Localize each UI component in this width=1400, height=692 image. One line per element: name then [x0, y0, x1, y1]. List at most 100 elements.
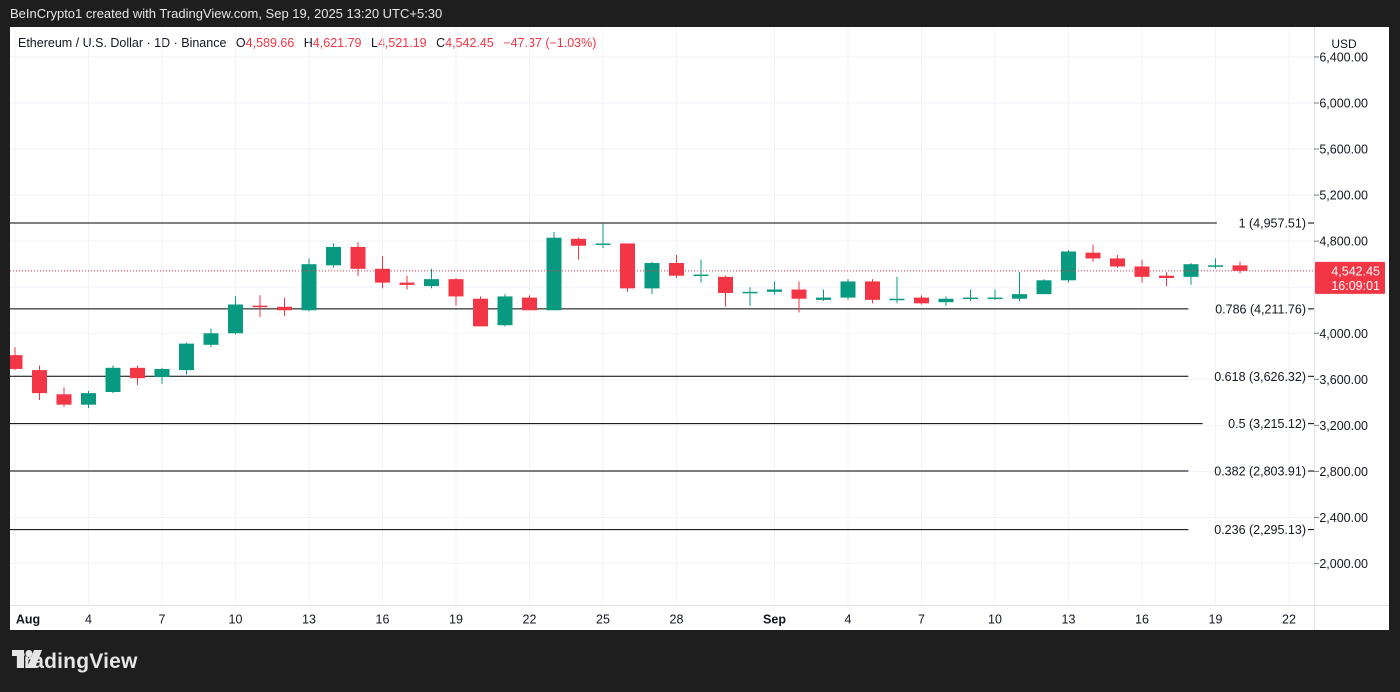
candle-body [693, 274, 709, 277]
candle-body [56, 394, 72, 405]
candle-body [277, 306, 292, 311]
candle-body [81, 393, 96, 405]
x-tick-label: 28 [670, 613, 684, 627]
change-value: −47.37 (−1.03%) [503, 36, 597, 50]
candle-body [1036, 280, 1052, 295]
fib-level-label: 0.236 (2,295.13) [1214, 523, 1306, 537]
low-label: L [370, 36, 378, 50]
fib-level-label: 1 (4,957.51) [1239, 217, 1306, 231]
candle-body [203, 333, 219, 345]
close-value: 4,542.45 [445, 36, 494, 50]
x-tick-label: 19 [1209, 613, 1223, 627]
candle-body [963, 297, 978, 300]
x-tick-label: 4 [85, 613, 92, 627]
candle-body [10, 355, 23, 369]
fib-level-label: 0.382 (2,803.91) [1214, 464, 1306, 478]
y-tick-label: 2,800.00 [1319, 465, 1368, 479]
x-tick-label: 10 [988, 613, 1002, 627]
last-price-value: 4,542.45 [1331, 264, 1380, 278]
candle-body [1232, 265, 1248, 271]
candle-body [1061, 251, 1076, 281]
candle-body [987, 297, 1003, 300]
candle-body [252, 305, 268, 308]
x-tick-label: 7 [159, 613, 166, 627]
x-tick-label: 22 [1282, 613, 1296, 627]
last-price-tag [1315, 261, 1385, 294]
y-tick-label: 3,600.00 [1319, 373, 1368, 387]
chart-attribution: BeInCrypto1 created with TradingView.com… [10, 6, 443, 21]
candle-body [375, 268, 390, 283]
candle-body [448, 279, 464, 297]
candle-body [840, 281, 856, 298]
open-value: 4,589.66 [245, 36, 295, 50]
x-tick-label: 10 [229, 613, 243, 627]
x-tick-label: 4 [845, 613, 852, 627]
candle-body [154, 368, 170, 378]
candle-body [571, 238, 586, 246]
candle-body [546, 237, 562, 311]
x-tick-label: 16 [376, 613, 390, 627]
open-label: O [235, 36, 246, 50]
candle-body [497, 296, 513, 326]
candle-body [326, 246, 341, 266]
brand-name: TradingView [12, 650, 138, 673]
candle-body [473, 298, 488, 327]
tradingview-logo: TradingView [12, 650, 138, 674]
chart-panel[interactable]: Ethereum / U.S. Dollar · 1D · Binance O4… [10, 27, 1389, 630]
candle-body [791, 289, 807, 299]
x-tick-label: Aug [16, 613, 40, 627]
candle-body [1012, 294, 1027, 299]
candle-body [718, 276, 733, 293]
candle-body [938, 298, 954, 303]
x-tick-label: 16 [1135, 613, 1149, 627]
fib-level-label: 0.618 (3,626.32) [1214, 370, 1306, 384]
candle-body [350, 246, 366, 269]
candle-body [1134, 266, 1150, 277]
y-tick-label: 6,400.00 [1319, 50, 1368, 64]
tradingview-logo-icon [12, 650, 42, 668]
candle-body [889, 298, 905, 301]
candle-body [620, 243, 635, 289]
y-tick-label: 4,000.00 [1319, 327, 1368, 341]
candle-body [424, 279, 439, 287]
symbol-legend: Ethereum / U.S. Dollar · 1D · Binance O4… [18, 36, 596, 50]
candle-body [301, 264, 317, 311]
y-tick-label: 5,600.00 [1319, 143, 1368, 157]
candle-body [1085, 252, 1101, 259]
fib-level-label: 0.5 (3,215.12) [1228, 417, 1306, 431]
close-label: C [436, 36, 446, 50]
y-tick-label: 4,800.00 [1319, 235, 1368, 249]
high-value: 4,621.79 [312, 36, 362, 50]
candle-body [399, 282, 415, 285]
candle-body [816, 297, 831, 300]
x-tick-label: 7 [918, 613, 925, 627]
fib-level-label: 0.786 (4,211.76) [1215, 302, 1306, 316]
candle-body [130, 367, 145, 379]
symbol-name: Ethereum / U.S. Dollar · 1D · Binance [18, 36, 227, 50]
candle-body [1159, 275, 1174, 279]
x-tick-label: 13 [302, 613, 316, 627]
candle-body [669, 263, 684, 276]
currency-selector[interactable]: USD [1331, 37, 1357, 51]
high-label: H [303, 36, 313, 50]
candle-body [32, 370, 47, 394]
y-tick-label: 2,400.00 [1319, 511, 1368, 525]
y-tick-label: 6,000.00 [1319, 96, 1368, 110]
candle-body [595, 243, 611, 245]
candle-body [522, 297, 537, 311]
candle-body [1110, 258, 1125, 267]
candle-body [767, 289, 782, 292]
candlestick-chart[interactable]: 2,000.00 2,400.00 2,800.00 3,200.00 3,600.00… [10, 27, 1389, 630]
candle-body [1208, 265, 1223, 267]
x-tick-label: 13 [1062, 613, 1076, 627]
y-tick-label: 5,200.00 [1319, 189, 1368, 203]
candle-body [865, 281, 880, 300]
candle-body [1183, 264, 1199, 277]
candle-body [742, 291, 758, 294]
x-tick-label: 19 [449, 613, 463, 627]
candle-body [228, 304, 243, 334]
y-tick-label: 2,000.00 [1319, 557, 1368, 571]
x-tick-label: Sep [763, 613, 786, 627]
candle-body [914, 297, 929, 304]
candle-body [644, 263, 660, 289]
